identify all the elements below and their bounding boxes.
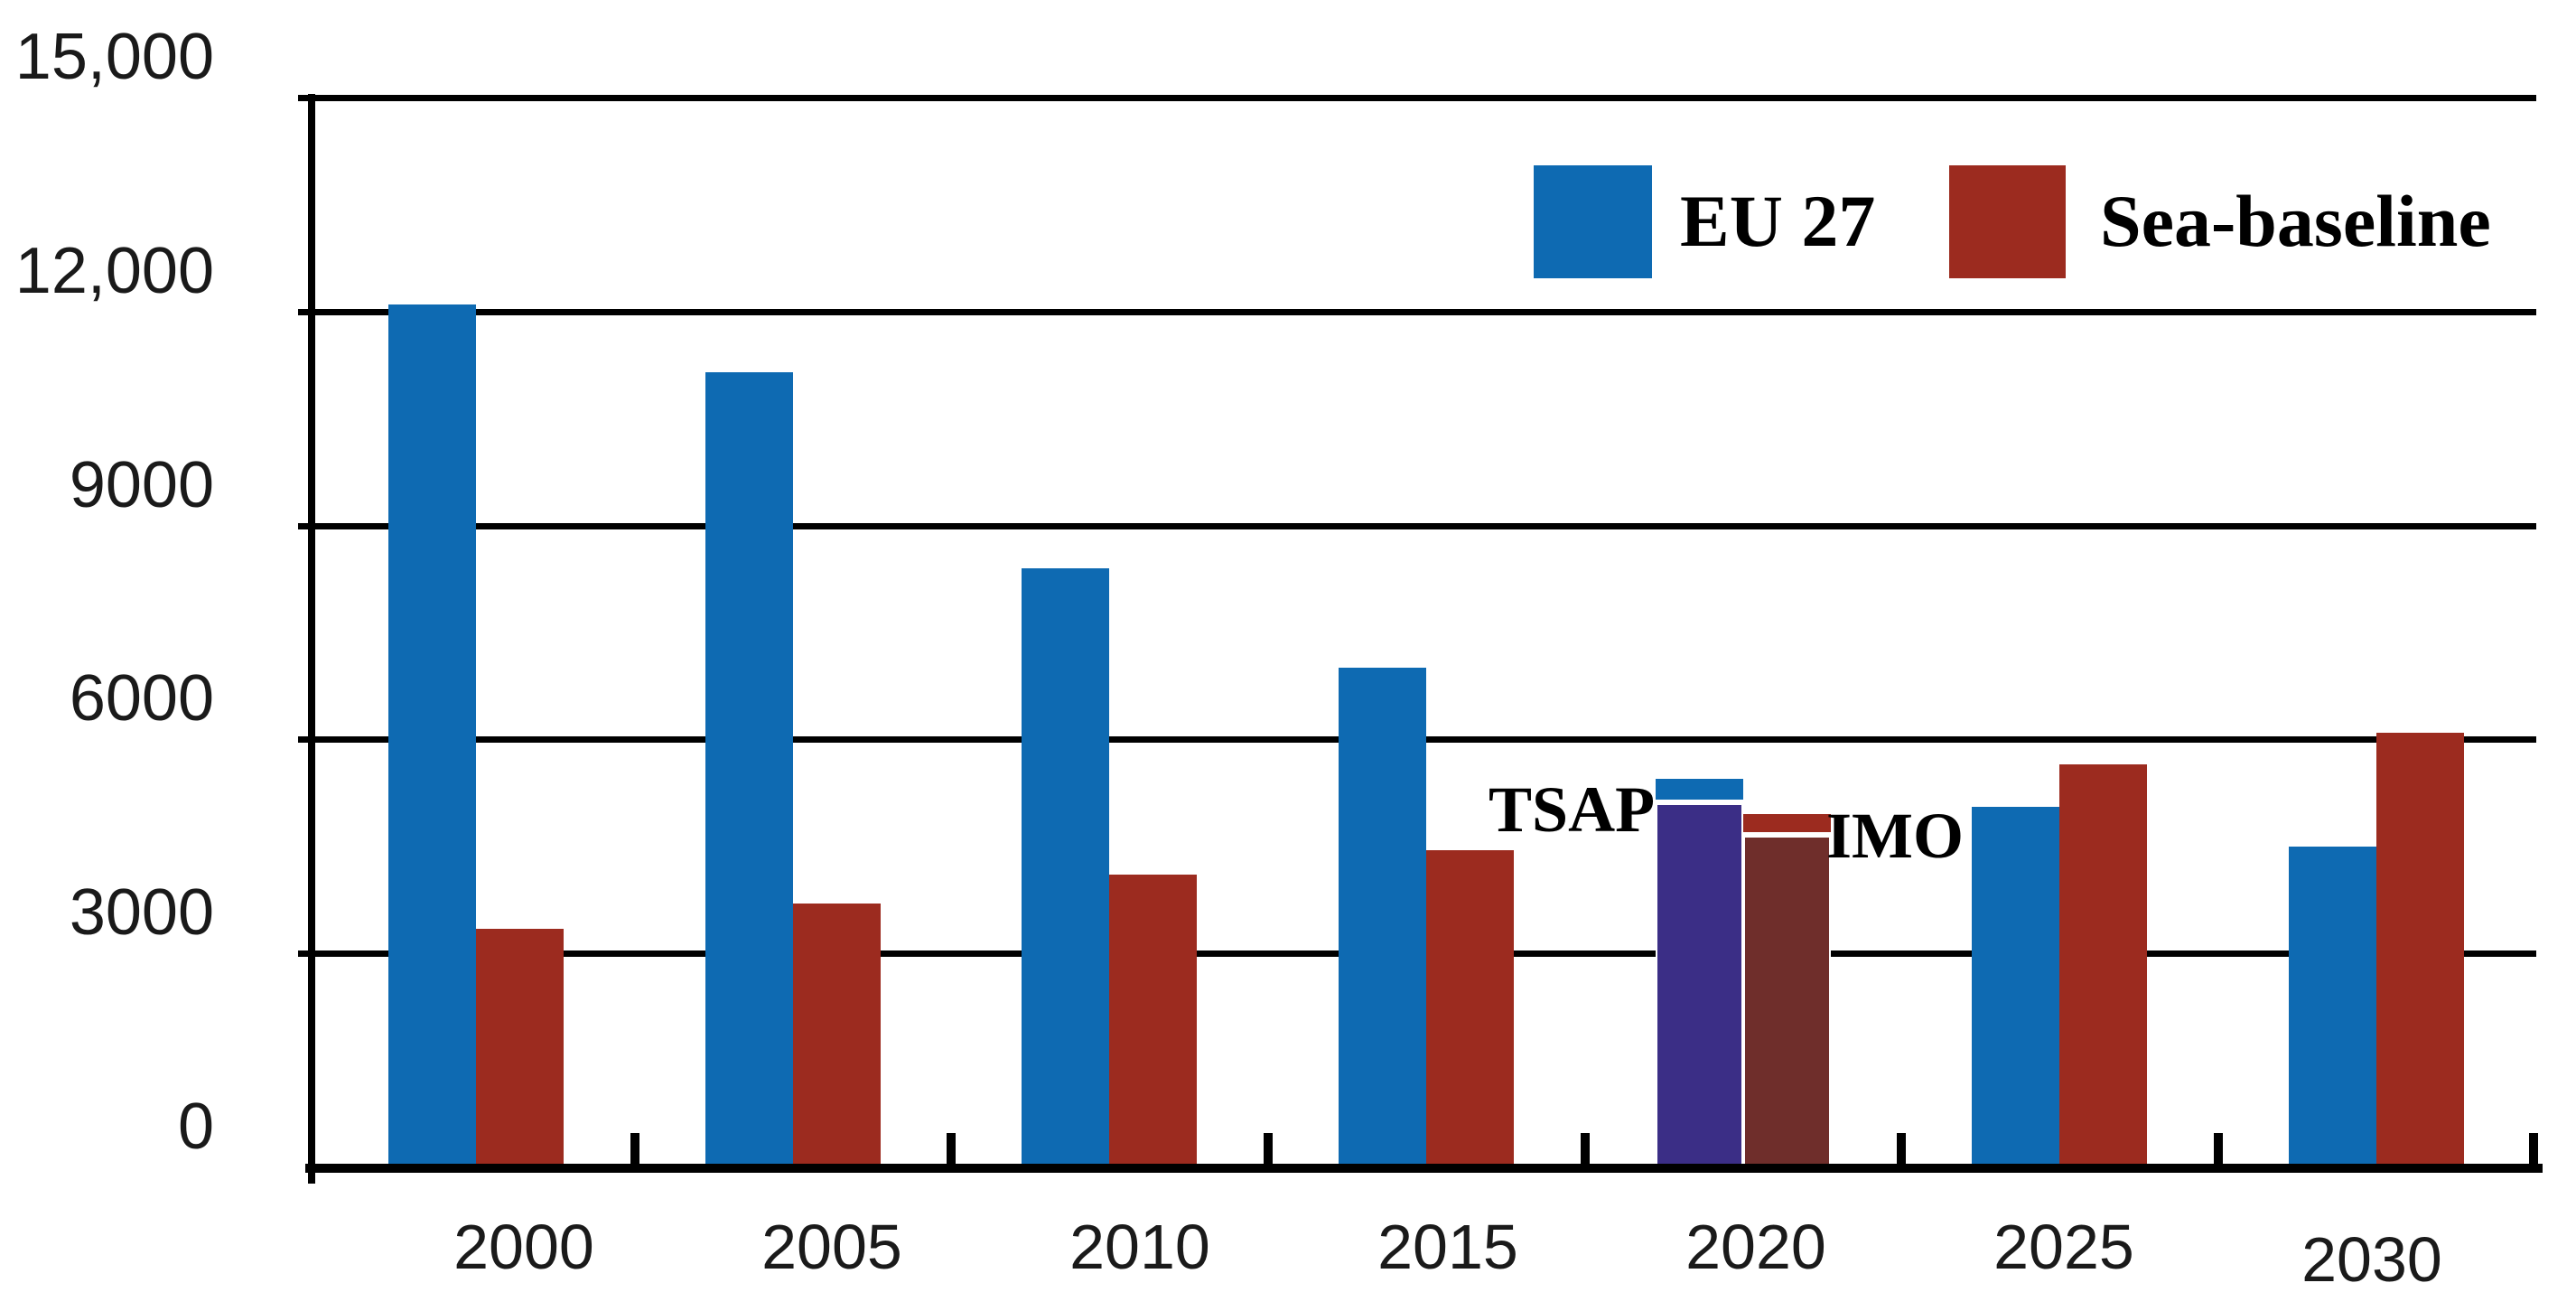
x-axis-tick [1264,1133,1273,1169]
overlay-bar-tsap [1656,800,1743,1167]
x-axis-label-2010: 2010 [1069,1212,1210,1282]
legend-swatch-sea-baseline [1949,165,2066,278]
gridline-9000 [298,523,2536,529]
y-axis-line [308,94,315,1184]
bar-sea-baseline-2010 [1109,875,1197,1167]
x-axis-tick [1581,1133,1590,1169]
x-axis-tick [630,1133,639,1169]
x-axis-label-2015: 2015 [1377,1212,1518,1282]
x-axis-tick [2214,1133,2223,1169]
gridline-12000 [298,309,2536,315]
x-axis-label-2020: 2020 [1685,1212,1826,1282]
x-axis-tick [2529,1133,2538,1169]
y-axis-tick-label: 6000 [69,662,214,735]
x-axis-line [305,1164,2543,1173]
legend-label-eu27: EU 27 [1680,180,1876,262]
bar-sea-baseline-2005 [793,904,881,1167]
bar-sea-baseline-2030 [2376,733,2464,1167]
bar-eu27-2025 [1972,807,2059,1167]
x-axis-label-2025: 2025 [1993,1212,2134,1282]
x-axis-label-2000: 2000 [453,1212,594,1282]
y-axis-tick-label: 12,000 [14,235,214,307]
bar-eu27-2010 [1022,568,1109,1167]
y-axis-tick-label: 3000 [69,876,214,949]
annotation-tsap: TSAP [1489,773,1656,846]
bar-eu27-2030 [2289,847,2376,1167]
annotation-imo: IMO [1826,800,1964,872]
gridline-15000 [298,95,2536,101]
x-axis-label-2005: 2005 [761,1212,902,1282]
x-axis-tick [947,1133,956,1169]
legend-swatch-eu27 [1534,165,1652,278]
x-axis-tick [1897,1133,1906,1169]
bar-eu27-2005 [705,372,793,1167]
y-axis-tick-label: 15,000 [14,21,214,93]
x-axis-label-2030: 2030 [2301,1224,2442,1295]
y-axis-tick-label: 9000 [69,449,214,521]
overlay-bar-imo [1743,832,1831,1167]
legend-label-sea-baseline: Sea-baseline [2100,180,2491,262]
bar-sea-baseline-2025 [2059,764,2147,1167]
y-axis-tick-label: 0 [177,1091,214,1163]
bar-eu27-2015 [1339,668,1426,1167]
bar-eu27-2000 [388,304,476,1167]
bar-sea-baseline-2015 [1426,850,1514,1167]
bar-sea-baseline-2000 [476,929,564,1167]
